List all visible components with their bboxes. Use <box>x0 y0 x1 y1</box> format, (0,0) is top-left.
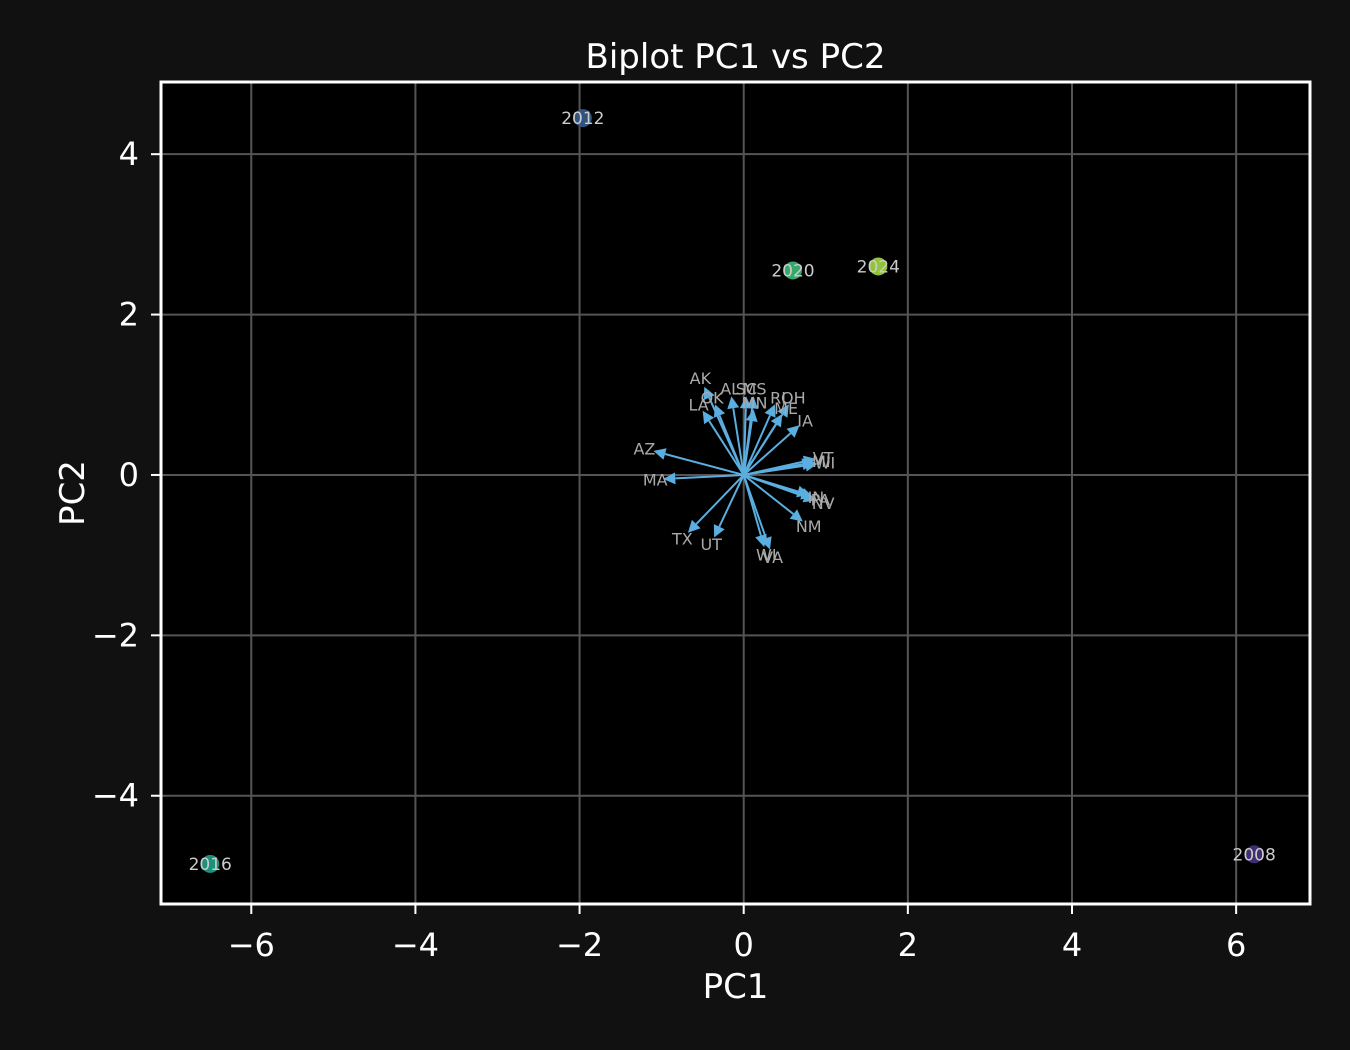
loading-label: UT <box>700 535 722 554</box>
loading-label: RI <box>770 388 786 407</box>
x-axis-title: PC1 <box>703 967 769 1007</box>
loading-arrow-head <box>746 396 759 410</box>
x-tick-label: −6 <box>228 926 275 964</box>
loading-label: AZ <box>633 439 655 458</box>
score-point <box>573 109 592 128</box>
x-tick-label: −2 <box>556 926 603 964</box>
loading-arrow-shaft <box>732 408 745 476</box>
loading-arrow-shaft <box>743 432 792 476</box>
loading-arrow-shaft <box>708 420 745 476</box>
score-points <box>201 109 1264 873</box>
loading-arrow-shaft <box>695 474 745 525</box>
score-point <box>783 261 802 280</box>
x-tick-label: 2 <box>898 926 918 964</box>
y-axis-ticks: −4 −2 0 2 4 <box>92 135 161 815</box>
score-point-label: 2008 <box>1233 845 1276 865</box>
y-tick-label: 0 <box>119 456 139 494</box>
loading-arrow-head <box>760 536 772 550</box>
loading-label: VA <box>762 548 783 567</box>
loading-arrow-head <box>713 524 725 538</box>
loading-label: WI <box>815 454 836 473</box>
y-tick-label: 2 <box>119 296 139 334</box>
loading-arrow-head <box>802 490 816 503</box>
loading-label: VT <box>813 448 834 467</box>
loading-label: IN <box>808 488 825 507</box>
loading-label: LA <box>688 395 708 414</box>
loading-label: MA <box>643 470 668 489</box>
loading-label: MN <box>742 394 768 413</box>
loading-arrow-head <box>786 425 800 438</box>
loading-arrow-shaft <box>743 464 806 476</box>
loading-arrow-shaft <box>742 474 767 539</box>
x-axis-ticks: −6 −4 −2 0 2 4 6 <box>228 904 1246 964</box>
loading-label: MS <box>743 380 767 399</box>
x-tick-label: 0 <box>734 926 754 964</box>
loading-arrow-head <box>789 509 803 522</box>
score-point <box>869 257 888 276</box>
loading-arrow-head <box>653 448 667 460</box>
x-tick-label: 4 <box>1062 926 1082 964</box>
score-point-label: 2012 <box>561 109 604 129</box>
loading-arrow-head <box>804 459 818 472</box>
loading-label: AL <box>720 380 740 399</box>
loading-label: NM <box>796 517 822 536</box>
y-tick-label: −2 <box>92 616 139 654</box>
loading-arrow-head <box>777 404 789 418</box>
loading-arrow-shaft <box>664 453 744 476</box>
loading-arrow-head <box>663 472 676 485</box>
y-tick-label: −4 <box>92 777 139 815</box>
loading-arrow-shaft <box>743 474 794 515</box>
loading-arrow-head <box>764 404 776 418</box>
loading-label: TX <box>671 529 693 548</box>
loading-arrow-shaft <box>742 423 777 476</box>
loading-label: AK <box>690 369 712 388</box>
x-tick-label: −4 <box>392 926 439 964</box>
score-point <box>1245 845 1264 864</box>
loading-label: OK <box>701 388 725 407</box>
loading-arrow-shaft <box>742 408 747 475</box>
plot-frame <box>159 80 1312 906</box>
score-point-label: 2020 <box>771 261 814 281</box>
loading-arrow-shaft <box>718 415 745 476</box>
loading-arrow-shaft <box>718 474 745 528</box>
chart-title: Biplot PC1 vs PC2 <box>586 37 886 77</box>
loading-arrow-head <box>687 519 701 533</box>
loading-arrow-head <box>770 414 783 428</box>
y-tick-label: 4 <box>119 135 139 173</box>
loading-label: SC <box>736 380 757 399</box>
score-point-label: 2016 <box>189 855 232 875</box>
loading-label: OH <box>781 388 806 407</box>
loading-arrow-shaft <box>743 474 805 498</box>
loading-arrow-head <box>713 404 726 418</box>
score-point-label: 2024 <box>857 257 900 277</box>
loading-label: ME <box>774 399 798 418</box>
loading-label: PA <box>811 491 831 510</box>
loading-label: NV <box>812 494 835 513</box>
score-point <box>201 854 220 873</box>
loading-arrows <box>653 386 818 550</box>
loading-label: IA <box>797 411 813 430</box>
score-point-labels: 2008 2012 2016 2020 2024 <box>189 109 1276 875</box>
loading-arrow-head <box>745 409 758 422</box>
y-axis-title: PC2 <box>53 460 93 526</box>
loading-arrow-shaft <box>742 420 753 476</box>
loading-arrow-head <box>727 396 740 410</box>
grid-lines <box>161 82 1310 904</box>
x-tick-label: 6 <box>1226 926 1246 964</box>
loading-arrow-head <box>702 410 715 425</box>
loading-arrow-head <box>703 386 715 401</box>
loading-arrow-shaft <box>675 473 744 480</box>
loading-label: MI <box>812 452 831 471</box>
loading-arrow-shaft <box>742 414 771 476</box>
loading-label: WI <box>756 545 777 564</box>
